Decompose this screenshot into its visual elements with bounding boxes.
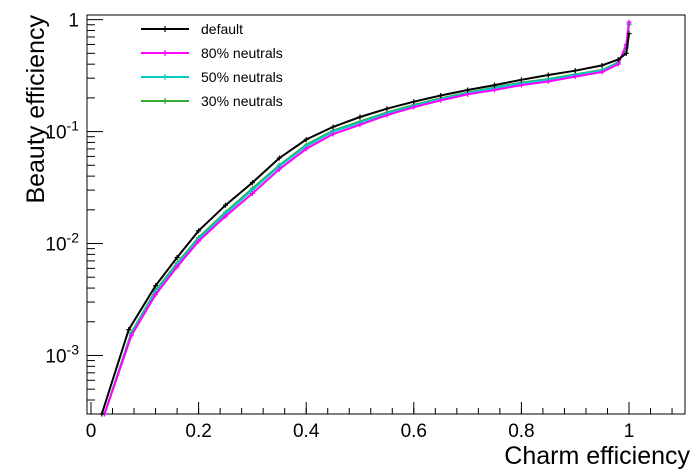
series-marker bbox=[492, 82, 497, 88]
series-marker bbox=[384, 106, 390, 112]
legend-label: 50% neutrals bbox=[201, 69, 283, 85]
series-marker bbox=[572, 68, 578, 74]
series-marker bbox=[153, 292, 159, 298]
series-marker bbox=[128, 333, 134, 339]
legend-marker bbox=[162, 50, 168, 56]
series-line bbox=[103, 24, 630, 415]
x-tick-label: 0 bbox=[86, 421, 97, 442]
series-marker bbox=[615, 61, 621, 67]
series-marker bbox=[357, 114, 363, 120]
legend-marker bbox=[162, 26, 168, 32]
series-marker bbox=[249, 180, 255, 186]
series-marker bbox=[357, 122, 363, 128]
series-marker bbox=[465, 91, 471, 97]
series-marker bbox=[196, 228, 202, 234]
series-marker bbox=[249, 190, 255, 196]
series-marker bbox=[623, 50, 629, 56]
legend: default 80% neutrals 50% neutrals 30% neutr… bbox=[141, 21, 283, 109]
series-marker bbox=[599, 62, 605, 68]
x-tick-label: 0.2 bbox=[185, 421, 211, 442]
x-tick-label: 1 bbox=[624, 421, 635, 442]
series-marker bbox=[153, 283, 159, 289]
series-marker bbox=[572, 74, 578, 80]
tick-layer: 0 0.2 0.4 0.6 0.8 1 10-3 10-2 10-1 1 bbox=[45, 11, 673, 442]
series-marker bbox=[330, 131, 336, 137]
legend-marker bbox=[162, 98, 168, 104]
series-marker bbox=[126, 327, 132, 333]
series-line bbox=[100, 33, 630, 415]
series-marker bbox=[438, 97, 444, 103]
series-layer bbox=[99, 19, 632, 417]
series-marker bbox=[174, 264, 180, 270]
series-marker bbox=[518, 77, 524, 83]
series-line bbox=[103, 21, 630, 415]
series-marker bbox=[276, 166, 282, 172]
y-tick-label: 1 bbox=[68, 11, 79, 32]
series-marker bbox=[196, 238, 202, 244]
series-marker bbox=[99, 411, 105, 417]
series-line bbox=[103, 23, 630, 415]
series-marker bbox=[626, 31, 632, 37]
plot-frame-layer bbox=[86, 14, 686, 415]
legend-marker bbox=[162, 74, 168, 80]
series-marker bbox=[223, 213, 228, 219]
legend-label: default bbox=[201, 21, 243, 37]
y-tick-label: 10-3 bbox=[45, 341, 79, 367]
series-marker bbox=[174, 255, 180, 261]
x-axis-title: Charm efficiency bbox=[504, 442, 690, 469]
series-marker bbox=[303, 136, 309, 142]
y-axis-title: Beauty efficiency bbox=[22, 15, 50, 204]
series-marker bbox=[330, 124, 336, 130]
series-marker bbox=[545, 79, 551, 85]
series-marker bbox=[384, 112, 390, 118]
series-marker bbox=[492, 87, 497, 93]
series-marker bbox=[223, 202, 228, 208]
series-marker bbox=[438, 93, 444, 99]
legend-label: 80% neutrals bbox=[201, 45, 283, 61]
x-tick-label: 0.8 bbox=[508, 421, 534, 442]
series-marker bbox=[276, 155, 282, 161]
y-tick-label: 10-2 bbox=[45, 230, 79, 256]
series-marker bbox=[411, 99, 417, 105]
series-marker bbox=[518, 82, 524, 88]
series-marker bbox=[303, 146, 309, 152]
series-marker bbox=[599, 69, 605, 75]
x-tick-label: 0.6 bbox=[401, 421, 427, 442]
x-tick-label: 0.4 bbox=[293, 421, 320, 442]
series-marker bbox=[545, 72, 551, 78]
plot-frame bbox=[86, 14, 686, 415]
series-marker bbox=[626, 19, 632, 25]
series-marker bbox=[465, 87, 471, 93]
series-marker bbox=[615, 57, 621, 63]
y-tick-label: 10-1 bbox=[45, 118, 79, 144]
series-marker bbox=[411, 104, 417, 110]
legend-label: 30% neutrals bbox=[201, 93, 283, 109]
